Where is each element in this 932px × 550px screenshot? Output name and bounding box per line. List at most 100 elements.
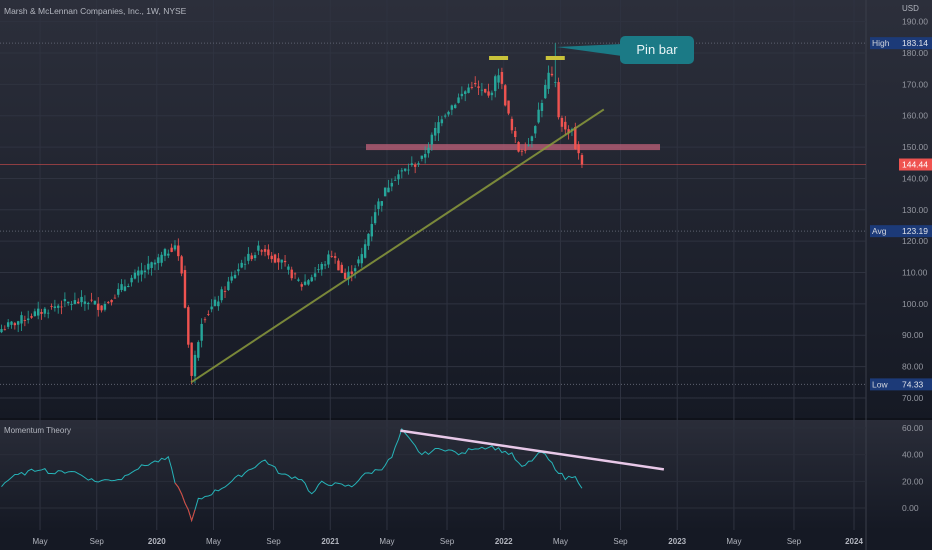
candle-up <box>497 68 500 89</box>
candle-up <box>83 295 87 311</box>
candle-body <box>207 314 210 315</box>
candle-body <box>477 86 480 88</box>
candle-body <box>383 187 387 197</box>
candle-up <box>117 283 120 298</box>
candle-body <box>26 318 30 321</box>
candle-body <box>417 163 420 165</box>
x-tick-label: May <box>32 537 47 546</box>
candle-up <box>247 247 250 265</box>
candle-up <box>303 274 307 286</box>
candle-body <box>100 305 103 311</box>
candle-up <box>243 256 247 270</box>
candle-down <box>330 250 333 258</box>
candle-body <box>200 323 203 341</box>
candle-body <box>227 281 230 290</box>
support-zone <box>366 144 660 151</box>
candle-up <box>70 300 73 311</box>
candle-up <box>173 240 177 252</box>
x-tick-label: May <box>379 537 394 546</box>
candle-up <box>430 132 434 151</box>
candle-down <box>470 81 474 90</box>
candle-body <box>340 264 343 273</box>
candle-body <box>83 301 87 304</box>
top-marker <box>545 56 565 60</box>
price-pane-bg <box>0 0 932 418</box>
x-tick-label: Sep <box>613 537 628 546</box>
candle-body <box>160 254 163 263</box>
candle-up <box>130 274 133 287</box>
candle-up <box>240 259 243 269</box>
candle-body <box>490 92 494 96</box>
candle-body <box>167 253 170 256</box>
candle-body <box>97 303 100 310</box>
candle-body <box>110 299 113 303</box>
candle-up <box>357 256 360 267</box>
candle-body <box>67 301 70 304</box>
candle-down <box>30 313 33 319</box>
candle-body <box>330 256 333 257</box>
time-axis-bg <box>0 530 932 550</box>
candle-body <box>287 266 290 270</box>
candle-up <box>390 178 394 192</box>
candle-body <box>137 270 140 276</box>
candle-up <box>10 321 13 329</box>
candle-up <box>530 135 534 148</box>
candle-down <box>260 249 263 256</box>
candle-down <box>293 272 297 279</box>
candle-body <box>427 147 430 154</box>
candle-up <box>377 198 380 216</box>
candle-body <box>263 249 267 252</box>
candle-down <box>283 255 287 267</box>
indicator-pane-bg <box>0 420 932 530</box>
candle-up <box>47 309 50 319</box>
candle-down <box>170 243 173 253</box>
candle-up <box>347 266 350 286</box>
candle-up <box>387 179 390 193</box>
candle-body <box>320 263 323 270</box>
candle-down <box>90 292 93 303</box>
candle-up <box>494 74 497 98</box>
candle-down <box>263 244 267 257</box>
candle-up <box>450 104 454 116</box>
candle-body <box>367 233 370 246</box>
pin-bar-callout[interactable]: Pin bar <box>620 36 694 64</box>
candle-body <box>420 155 424 159</box>
candle-down <box>190 342 193 385</box>
indicator-title[interactable]: Momentum Theory <box>4 426 71 435</box>
candle-up <box>547 65 550 94</box>
candle-body <box>410 163 414 166</box>
candle-body <box>500 71 504 84</box>
candle-body <box>20 315 23 324</box>
candle-up <box>160 251 163 267</box>
candle-body <box>453 104 457 108</box>
ref-value-avg: 123.19 <box>902 226 928 236</box>
candle-body <box>70 304 73 305</box>
candle-body <box>534 126 537 134</box>
candle-up <box>440 115 444 127</box>
candle-up <box>320 262 323 276</box>
ref-badge-low <box>870 378 932 391</box>
candle-body <box>36 308 40 316</box>
candle-down <box>110 299 113 306</box>
candle-body <box>574 126 577 150</box>
candle-down <box>487 83 490 98</box>
candle-body <box>433 128 437 136</box>
candle-body <box>147 263 150 270</box>
candle-down <box>507 100 510 116</box>
candle-body <box>484 88 487 93</box>
candle-body <box>470 86 474 88</box>
candle-body <box>377 201 380 209</box>
momentum-tick-label: 40.00 <box>902 450 924 460</box>
candle-up <box>33 308 37 317</box>
candle-body <box>223 291 227 292</box>
candle-body <box>403 168 407 171</box>
x-tick-label: 2022 <box>495 537 513 546</box>
candle-down <box>77 298 80 304</box>
candle-body <box>197 342 200 358</box>
candle-up <box>123 279 127 292</box>
candle-up <box>464 90 467 102</box>
candle-up <box>280 259 283 270</box>
candle-up <box>403 168 407 172</box>
